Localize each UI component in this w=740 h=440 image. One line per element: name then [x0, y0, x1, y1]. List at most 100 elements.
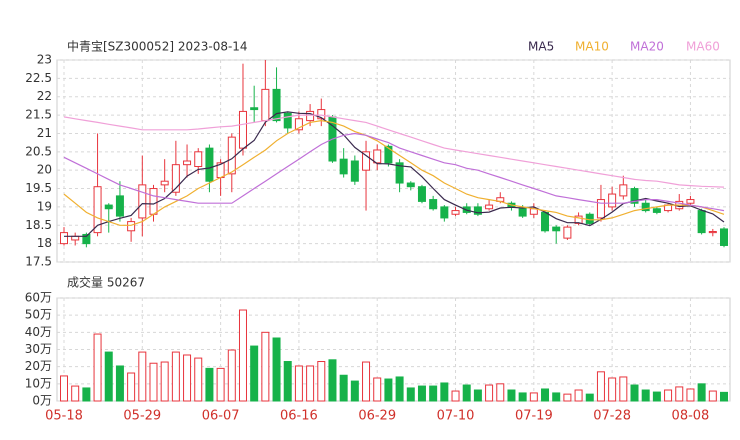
candle-body [485, 204, 494, 210]
y-tick-label: 21 [37, 126, 52, 140]
candle-body [608, 193, 617, 208]
y-tick-label: 20万 [25, 359, 52, 373]
volume-bar [272, 337, 281, 402]
volume-bar [608, 377, 617, 402]
volume-bar [652, 391, 661, 402]
volume-bar [462, 384, 471, 402]
volume-bar [294, 365, 303, 402]
candle-body [227, 136, 236, 175]
candle-body [563, 226, 572, 239]
volume-bar [518, 392, 527, 402]
y-tick-label: 30万 [25, 342, 52, 356]
price-frame [56, 59, 731, 263]
x-tick-label: 05-18 [45, 409, 83, 424]
volume-bar [552, 392, 561, 402]
x-tick-label: 07-10 [437, 409, 475, 424]
candle-body [60, 232, 68, 245]
x-tick-label: 06-07 [202, 409, 240, 424]
candle-body [451, 210, 460, 215]
volume-bar [205, 367, 214, 402]
volume-bar [406, 387, 415, 402]
candle-body [686, 199, 695, 204]
volume-bar [328, 359, 337, 402]
volume-bar [619, 376, 628, 402]
volume-bar [585, 393, 594, 402]
candle-body [272, 88, 281, 122]
volume-bar [395, 376, 404, 402]
y-tick-label: 18.5 [25, 218, 52, 232]
volume-bar [384, 378, 393, 402]
volume-bar [216, 367, 225, 402]
volume-bar [261, 331, 270, 402]
candle-body [518, 208, 527, 217]
candle-body [171, 164, 180, 193]
candle-body [417, 186, 426, 202]
y-tick-label: 19.5 [25, 181, 52, 195]
legend-label: MA20 [630, 40, 664, 54]
candle-body [238, 110, 247, 149]
volume-bar [541, 388, 550, 402]
candle-body [339, 158, 348, 175]
volume-bar [720, 391, 728, 402]
volume-bar [127, 372, 136, 402]
volume-bar [60, 375, 68, 402]
volume-bar [641, 389, 650, 402]
y-tick-label: 50万 [25, 308, 52, 322]
volume-bar [283, 361, 292, 402]
candle-body [440, 206, 449, 219]
candle-body [362, 151, 371, 171]
volume-bar [183, 354, 192, 402]
candle-body [183, 160, 192, 166]
volume-bar [675, 386, 684, 402]
volume-bar [473, 389, 482, 402]
volume-bar [630, 384, 639, 402]
volume-bar [362, 361, 371, 402]
volume-bar [115, 365, 124, 402]
volume-bar [149, 362, 158, 402]
volume-bar [596, 371, 605, 402]
legend-label: MA10 [575, 40, 609, 54]
candle-body [641, 202, 650, 212]
volume-bar [451, 390, 460, 402]
y-tick-label: 19 [37, 199, 52, 213]
volume-bar [93, 333, 102, 402]
x-tick-label: 05-29 [123, 409, 161, 424]
volume-bar [529, 392, 538, 402]
chart-title: 中青宝[SZ300052] 2023-08-14 [67, 39, 248, 54]
candle-body [720, 228, 728, 246]
volume-bar [429, 385, 438, 402]
y-tick-label: 0万 [32, 394, 52, 408]
volume-bar [485, 384, 494, 402]
candle-body [194, 151, 203, 168]
x-tick-label: 08-08 [672, 409, 710, 424]
candle-body [652, 208, 661, 213]
candle-body [395, 162, 404, 184]
volume-bar [317, 361, 326, 402]
y-tick-label: 60万 [25, 291, 52, 305]
candle-body [619, 184, 628, 197]
candle-body [205, 147, 214, 182]
volume-bar [238, 309, 247, 402]
candle-body [596, 199, 605, 219]
ma-line [64, 111, 725, 237]
candle-body [373, 149, 382, 164]
volume-bar [350, 380, 359, 402]
candle-body [127, 221, 136, 232]
volume-bar [82, 387, 91, 402]
volume-bar [194, 357, 203, 402]
candle-body [294, 118, 303, 131]
candle-body [115, 195, 124, 217]
volume-bar [160, 361, 169, 402]
candle-body [317, 109, 326, 120]
volume-bar [563, 393, 572, 402]
candle-body [149, 188, 158, 215]
candle-body [429, 199, 438, 210]
candle-body [306, 110, 315, 122]
candle-body [250, 107, 259, 111]
volume-bar [104, 351, 113, 402]
candle-body [406, 182, 415, 188]
y-tick-label: 21.5 [25, 108, 52, 122]
volume-bar [71, 385, 80, 402]
candle-body [697, 210, 706, 234]
